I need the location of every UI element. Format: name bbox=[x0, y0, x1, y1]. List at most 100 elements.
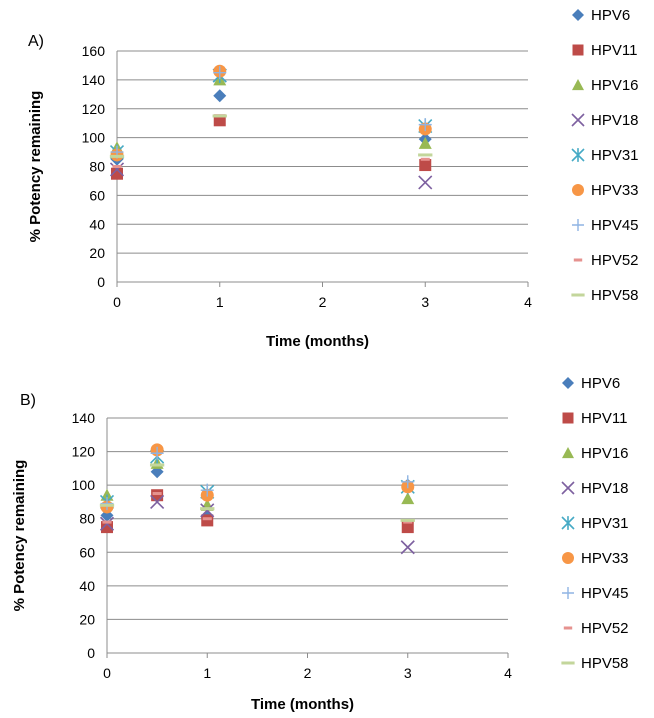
series-hpv45 bbox=[100, 446, 415, 511]
data-point-hpv58 bbox=[99, 503, 115, 507]
data-point-hpv45 bbox=[100, 497, 114, 511]
legend-label: HPV33 bbox=[591, 182, 639, 199]
x-tick-label: 3 bbox=[421, 294, 429, 310]
y-tick-label: 120 bbox=[72, 444, 96, 460]
data-point-hpv45 bbox=[401, 475, 415, 489]
series-hpv6 bbox=[100, 465, 415, 524]
series-hpv18 bbox=[99, 494, 415, 555]
series-hpv11 bbox=[101, 489, 414, 534]
data-point-hpv45 bbox=[418, 118, 432, 132]
legend-marker-hpv33 bbox=[562, 552, 574, 564]
legend-item: HPV16 bbox=[572, 77, 639, 94]
data-point-hpv6 bbox=[100, 508, 114, 522]
legend-label: HPV45 bbox=[591, 217, 639, 234]
y-tick-label: 140 bbox=[82, 72, 106, 88]
legend-label: HPV16 bbox=[581, 445, 629, 462]
y-tick-label: 0 bbox=[97, 274, 105, 290]
legend-item: HPV31 bbox=[571, 147, 639, 164]
series-hpv31 bbox=[109, 68, 433, 160]
chart-panel-a: 0 20 40 60 80 100 120 140 160 0 1 2 3 4 Time (months)%… bbox=[27, 7, 639, 350]
series-hpv58 bbox=[109, 114, 433, 158]
data-point-hpv11 bbox=[401, 521, 414, 534]
legend-item: HPV58 bbox=[571, 287, 639, 304]
panel-label: A) bbox=[28, 33, 44, 50]
y-tick-label: 0 bbox=[87, 645, 95, 661]
y-tick-label: 100 bbox=[82, 130, 106, 146]
legend-item: HPV33 bbox=[562, 550, 629, 567]
legend-marker-hpv58 bbox=[571, 293, 585, 297]
legend-marker-hpv11 bbox=[562, 412, 574, 424]
legend-label: HPV11 bbox=[581, 410, 627, 427]
legend-item: HPV58 bbox=[561, 655, 629, 672]
y-tick-label: 100 bbox=[72, 477, 96, 493]
x-tick-label: 2 bbox=[319, 294, 327, 310]
legend-label: HPV16 bbox=[591, 77, 639, 94]
y-tick-label: 60 bbox=[89, 187, 105, 203]
legend-marker-hpv16 bbox=[572, 79, 584, 91]
series-hpv16 bbox=[110, 73, 432, 154]
legend-marker-hpv31 bbox=[561, 516, 575, 530]
legend-item: HPV11 bbox=[562, 410, 627, 427]
legend-label: HPV6 bbox=[591, 7, 630, 24]
y-tick-label: 160 bbox=[82, 43, 106, 59]
legend-marker-hpv33 bbox=[572, 184, 584, 196]
data-point-hpv11 bbox=[101, 521, 113, 534]
legend-item: HPV33 bbox=[572, 182, 639, 199]
series-hpv52 bbox=[102, 492, 413, 524]
data-point-hpv11 bbox=[419, 159, 432, 172]
data-point-hpv58 bbox=[200, 507, 215, 511]
x-tick-label: 1 bbox=[203, 665, 211, 681]
series-hpv31 bbox=[99, 449, 415, 510]
data-point-hpv45 bbox=[150, 446, 164, 460]
series-hpv33 bbox=[100, 443, 415, 514]
legend-label: HPV18 bbox=[591, 112, 639, 129]
legend-label: HPV6 bbox=[581, 375, 620, 392]
legend-marker-hpv16 bbox=[562, 447, 574, 459]
data-point-hpv18 bbox=[400, 540, 415, 555]
series-hpv33 bbox=[110, 64, 432, 162]
legend-marker-hpv31 bbox=[571, 148, 585, 162]
x-tick-label: 3 bbox=[404, 665, 412, 681]
legend-label: HPV58 bbox=[581, 655, 629, 672]
x-axis-title: Time (months) bbox=[251, 696, 354, 713]
data-point-hpv52 bbox=[102, 520, 112, 524]
legend-marker-hpv6 bbox=[562, 377, 574, 389]
y-tick-label: 20 bbox=[79, 611, 95, 627]
legend-label: HPV58 bbox=[591, 287, 639, 304]
legend-marker-hpv11 bbox=[572, 44, 584, 56]
legend-marker-hpv18 bbox=[561, 481, 575, 495]
legend-item: HPV31 bbox=[561, 515, 629, 532]
data-point-hpv18 bbox=[150, 494, 165, 509]
data-point-hpv11 bbox=[151, 489, 164, 502]
series-hpv58 bbox=[99, 463, 415, 522]
series-hpv11 bbox=[111, 114, 432, 180]
legend: HPV6 HPV11 HPV16 HPV18 HPV31 HPV33 HPV45 HPV52 H… bbox=[561, 375, 629, 672]
panel-label: B) bbox=[20, 392, 36, 409]
y-tick-label: 40 bbox=[79, 578, 95, 594]
legend-item: HPV18 bbox=[561, 480, 629, 497]
legend-marker-hpv6 bbox=[572, 9, 584, 21]
legend-label: HPV31 bbox=[581, 515, 629, 532]
y-tick-label: 60 bbox=[79, 544, 95, 560]
series-hpv52 bbox=[112, 114, 430, 168]
data-point-hpv52 bbox=[202, 517, 212, 521]
data-point-hpv52 bbox=[152, 492, 162, 496]
y-tick-label: 120 bbox=[82, 101, 106, 117]
x-tick-label: 0 bbox=[103, 665, 111, 681]
legend-item: HPV6 bbox=[562, 375, 620, 392]
data-point-hpv58 bbox=[212, 114, 227, 118]
data-point-hpv11 bbox=[201, 514, 214, 527]
chart-panel-b: 0 20 40 60 80 100 120 140 0 1 2 3 4 Time (months) % Po… bbox=[11, 375, 629, 713]
data-point-hpv18 bbox=[99, 516, 115, 531]
legend-label: HPV18 bbox=[581, 480, 629, 497]
legend-label: HPV52 bbox=[591, 252, 639, 269]
y-tick-label: 80 bbox=[79, 511, 95, 527]
legend-label: HPV52 bbox=[581, 620, 629, 637]
data-point-hpv52 bbox=[420, 157, 430, 161]
data-point-hpv16 bbox=[418, 136, 432, 149]
legend-marker-hpv58 bbox=[561, 661, 575, 665]
legend-marker-hpv52 bbox=[563, 626, 573, 630]
legend-item: HPV16 bbox=[562, 445, 629, 462]
legend-item: HPV52 bbox=[573, 252, 639, 269]
y-tick-label: 140 bbox=[72, 410, 96, 426]
